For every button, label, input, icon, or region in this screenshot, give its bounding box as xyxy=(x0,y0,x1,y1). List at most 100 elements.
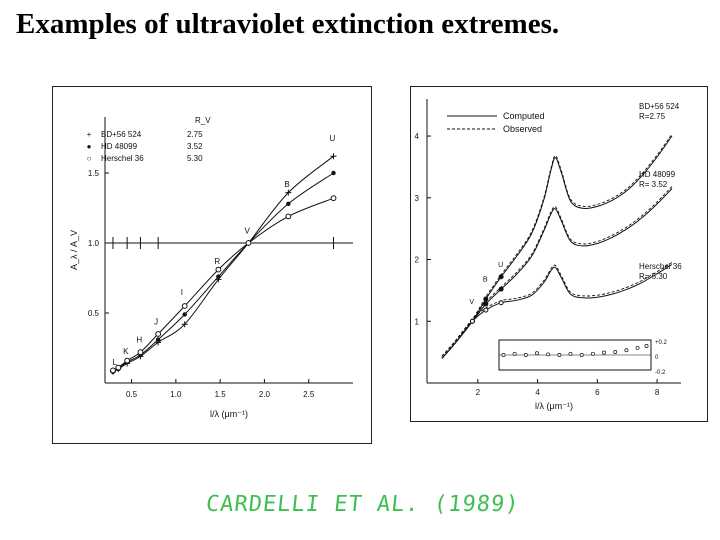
left-extinction-chart: 0.5 1.0 1.5 2.0 2.5 0.5 1.0 1.5 l/λ (μm⁻¹) A_λ / … xyxy=(52,86,372,444)
residual-point xyxy=(535,351,539,356)
y-tick-label: 4 xyxy=(415,132,420,141)
residual-point xyxy=(546,352,551,357)
series-label: R= 3.52 xyxy=(639,180,668,189)
x-tick-label: 6 xyxy=(595,388,600,397)
legend-entry-name: BD+56 524 xyxy=(101,130,142,139)
observed-curve xyxy=(441,262,673,357)
band-label: K xyxy=(123,347,129,356)
page-title: Examples of ultraviolet extinction extre… xyxy=(16,8,560,40)
x-tick-label: 2 xyxy=(476,388,481,397)
data-point xyxy=(498,274,504,280)
inset-tick-label: 0 xyxy=(655,355,659,361)
inset-tick-label: +0.2 xyxy=(655,340,668,346)
observed-curve xyxy=(441,186,673,357)
residual-point xyxy=(644,344,649,348)
band-label: R xyxy=(214,257,220,266)
data-point xyxy=(483,307,489,313)
legend-marker: + xyxy=(87,130,92,139)
computed-curve xyxy=(441,264,673,359)
x-axis-label: l/λ (μm⁻¹) xyxy=(535,401,573,411)
data-point xyxy=(330,153,337,160)
series-curve xyxy=(112,197,334,371)
series-curve xyxy=(112,172,334,373)
data-point xyxy=(124,357,131,364)
band-label: U xyxy=(498,262,503,269)
data-point xyxy=(181,303,188,309)
band-label: H xyxy=(136,336,142,345)
legend-entry-value: 3.52 xyxy=(187,142,203,151)
data-point xyxy=(215,266,222,273)
legend-entry-value: 5.30 xyxy=(187,154,203,163)
residual-point xyxy=(512,351,517,356)
band-label: L xyxy=(113,358,118,367)
data-point xyxy=(115,364,122,371)
y-tick-label: 2 xyxy=(415,256,420,265)
data-point xyxy=(469,318,475,324)
legend-entry-name: Computed xyxy=(503,111,545,121)
series-label: R=2.75 xyxy=(639,112,666,121)
x-tick-label: 1.0 xyxy=(170,390,182,399)
data-point xyxy=(216,274,221,279)
series-curve xyxy=(112,155,334,373)
residual-point xyxy=(568,351,573,356)
residual-point xyxy=(557,353,562,357)
data-point xyxy=(498,286,504,292)
legend-entry-name: HD 48099 xyxy=(101,142,138,151)
data-point xyxy=(483,296,489,302)
series-label: HD 48099 xyxy=(639,170,676,179)
x-tick-label: 4 xyxy=(535,388,540,397)
band-label: J xyxy=(154,317,158,326)
legend-entry-name: Herschel 36 xyxy=(101,154,144,163)
data-point xyxy=(110,367,116,374)
computed-curve xyxy=(441,135,673,359)
inset-tick-label: -0.2 xyxy=(655,370,666,376)
y-tick-label: 1.5 xyxy=(88,169,100,178)
series-label: Herschel 36 xyxy=(639,262,682,271)
legend-header: R_V xyxy=(195,116,211,125)
legend-entry-value: 2.75 xyxy=(187,130,203,139)
series-label: R= 5.30 xyxy=(639,272,668,281)
data-point xyxy=(330,195,337,202)
left-chart-svg: 0.5 1.0 1.5 2.0 2.5 0.5 1.0 1.5 l/λ (μm⁻¹) A_λ / … xyxy=(69,116,353,419)
legend-entry-name: Observed xyxy=(503,124,542,134)
x-axis-label: l/λ (μm⁻¹) xyxy=(210,409,248,419)
y-tick-label: 3 xyxy=(415,194,420,203)
y-axis-label: A_λ / A_V xyxy=(69,230,79,270)
residual-point xyxy=(501,353,506,357)
residual-point xyxy=(602,350,607,355)
data-point xyxy=(155,337,161,342)
band-label: B xyxy=(284,180,289,189)
y-tick-label: 0.5 xyxy=(88,309,100,318)
x-tick-label: 2.5 xyxy=(303,390,315,399)
band-label: U xyxy=(330,134,336,143)
residual-point xyxy=(635,345,640,350)
data-point xyxy=(331,170,336,176)
data-point xyxy=(155,331,162,337)
band-label: V xyxy=(469,299,474,306)
band-label: V xyxy=(244,226,250,235)
data-point xyxy=(498,300,504,306)
data-point xyxy=(245,240,252,246)
residual-point xyxy=(624,348,629,353)
residual-point xyxy=(590,351,595,356)
residual-point xyxy=(523,353,528,357)
x-tick-label: 0.5 xyxy=(126,390,138,399)
y-tick-label: 1 xyxy=(415,317,420,326)
data-point xyxy=(137,349,144,356)
data-point xyxy=(182,312,187,317)
residual-point xyxy=(579,353,584,357)
band-label: B xyxy=(483,276,488,283)
citation-credit: CARDELLI ET AL. (1989) xyxy=(204,492,521,517)
data-point xyxy=(483,301,489,307)
series-label: BD+56 524 xyxy=(639,102,680,111)
y-tick-label: 1.0 xyxy=(88,239,100,248)
x-tick-label: 1.5 xyxy=(215,390,227,399)
data-point xyxy=(286,201,291,206)
legend-marker: ○ xyxy=(87,154,92,163)
computed-curve xyxy=(441,188,673,359)
data-point xyxy=(285,213,292,220)
residual-point xyxy=(613,350,618,354)
data-point xyxy=(181,321,188,328)
